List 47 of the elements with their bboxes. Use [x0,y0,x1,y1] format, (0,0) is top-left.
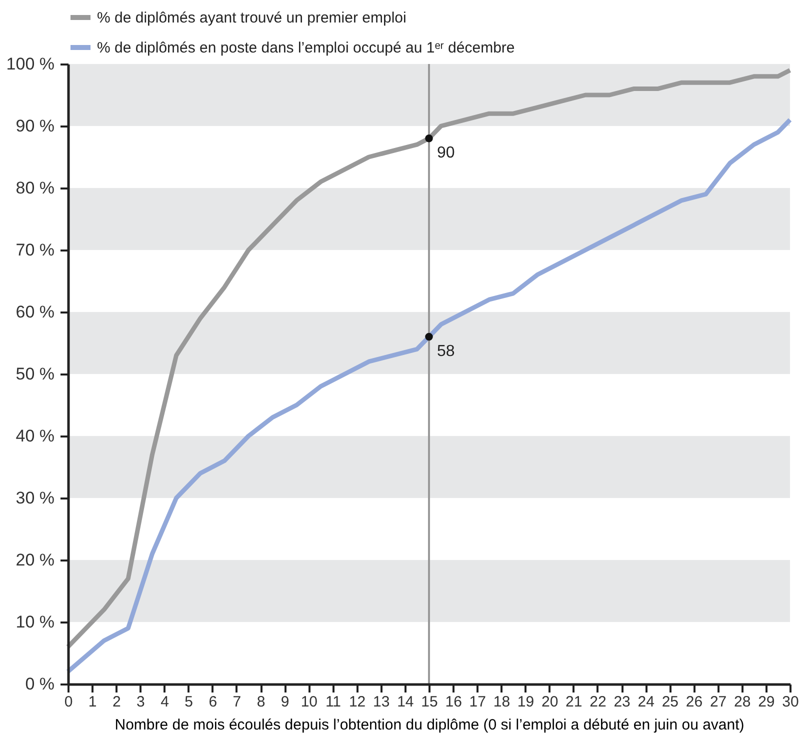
x-tick-label: 10 [300,694,318,710]
x-tick-label: 13 [373,694,390,710]
x-axis-title: Nombre de mois écoulés depuis l’obtention du diplôme (0 si l’emploi a débuté en juin ou avant) [114,716,744,734]
x-tick-label: 0 [64,694,73,710]
x-tick-label: 17 [469,694,486,710]
y-tick-label: 100 % [6,54,54,74]
x-tick-label: 1 [88,694,97,710]
x-tick-label: 22 [590,694,606,710]
x-tick-label: 23 [614,694,630,710]
y-tick-label: 80 % [16,178,54,198]
x-tick-label: 30 [782,694,799,710]
legend-label: % de diplômés en poste dans l’emploi occupé au 1ᵉʳ décembre [97,40,515,56]
y-tick-label: 50 % [16,364,54,384]
y-tick-label: 70 % [16,240,54,260]
y-tick-label: 30 % [16,488,54,508]
y-tick-label: 20 % [16,550,54,570]
x-tick-label: 7 [232,694,242,710]
y-tick-label: 0 % [25,674,54,694]
y-tick-label: 60 % [16,302,54,322]
x-tick-label: 24 [638,694,654,710]
annotation: 58 [437,342,455,360]
x-tick-label: 26 [686,694,703,710]
x-tick-label: 29 [758,694,775,710]
x-tick-label: 2 [112,694,121,710]
x-tick-label: 19 [517,694,534,710]
y-tick-label: 40 % [16,426,54,446]
x-tick-label: 14 [397,694,414,710]
x-tick-label: 21 [566,694,582,710]
x-tick-label: 18 [493,694,510,710]
x-tick-label: 25 [662,694,679,710]
x-tick-label: 8 [256,694,266,710]
x-tick-label: 28 [734,694,751,710]
x-tick-label: 20 [541,694,558,710]
x-tick-label: 27 [710,694,727,710]
x-tick-label: 6 [208,694,218,710]
x-tick-label: 3 [136,694,145,710]
y-tick-label: 90 % [16,116,54,136]
x-tick-label: 12 [348,694,366,710]
x-tick-label: 9 [280,694,290,710]
x-tick-label: 11 [325,694,342,710]
annotation: 90 [437,144,455,162]
legend-label: % de diplômés ayant trouvé un premier emploi [97,10,406,26]
x-tick-label: 4 [160,694,169,710]
y-tick-label: 10 % [16,612,54,632]
x-tick-label: 16 [445,694,462,710]
x-tick-label: 5 [184,694,194,710]
x-tick-label: 15 [421,694,438,710]
